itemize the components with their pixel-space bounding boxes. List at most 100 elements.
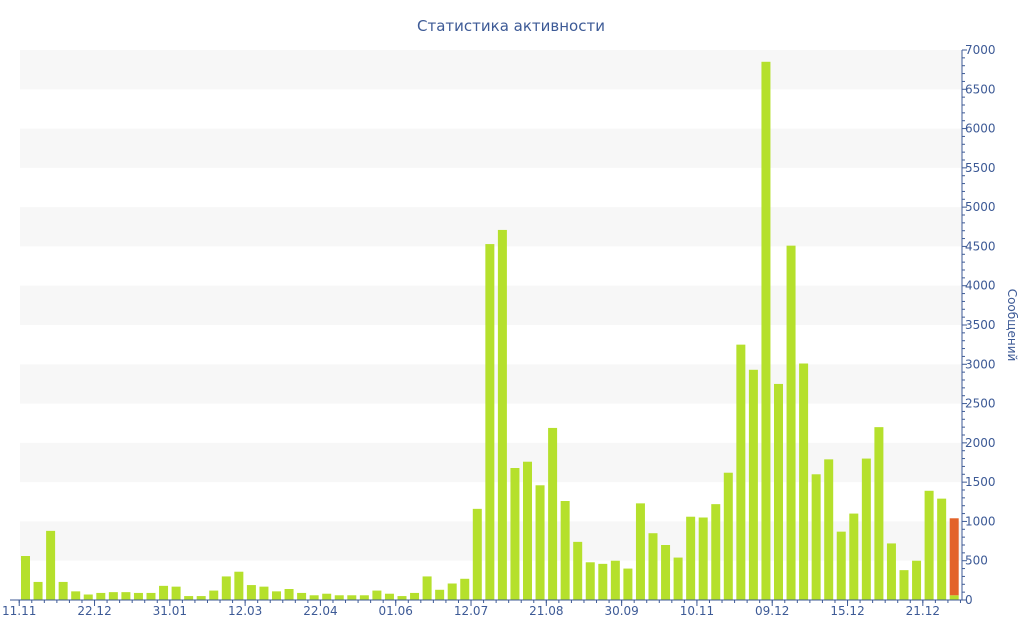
x-tick-label: 31.01	[153, 604, 187, 618]
bar	[108, 592, 118, 600]
x-tick-label: 11.11	[2, 604, 36, 618]
x-tick-label: 12.07	[454, 604, 488, 618]
bar	[359, 595, 369, 600]
grid-band	[20, 128, 962, 168]
bar	[196, 596, 206, 600]
bar	[836, 531, 846, 600]
bar	[523, 461, 532, 600]
grid-band	[20, 50, 962, 90]
bar	[184, 596, 194, 600]
bar	[384, 593, 394, 600]
y-axis: 0 500 1000 1500 2000 2500 3000 3500 4000 4500 5000…	[961, 43, 996, 607]
bar	[937, 498, 947, 600]
bar-highlight	[949, 518, 959, 596]
x-axis: 11.11 22.12 31.01 12.03 22.04 01.06 12.07 21.08…	[2, 599, 962, 618]
bar	[83, 594, 93, 600]
y-tick-label: 6000	[965, 122, 996, 136]
x-tick-label: 01.06	[379, 604, 413, 618]
bar	[171, 586, 181, 600]
bar	[133, 592, 143, 600]
bar	[899, 570, 909, 600]
y-tick-label: 500	[965, 554, 988, 568]
bar	[435, 589, 445, 600]
bar	[372, 590, 382, 600]
bar	[58, 581, 68, 600]
bar	[711, 504, 721, 600]
bar	[535, 485, 545, 600]
bar	[159, 585, 169, 600]
bar	[284, 589, 294, 600]
bar	[623, 568, 633, 600]
bar	[460, 578, 470, 600]
bar	[610, 560, 620, 600]
x-tick-label: 22.04	[303, 604, 337, 618]
bar	[447, 583, 457, 600]
bar	[397, 596, 407, 600]
x-tick-label: 21.12	[906, 604, 940, 618]
bar	[259, 586, 269, 600]
x-tick-label: 10.11	[680, 604, 714, 618]
bar	[924, 490, 934, 600]
y-tick-label: 2000	[965, 436, 996, 450]
y-tick-label: 7000	[965, 43, 996, 57]
x-tick-label: 22.12	[77, 604, 111, 618]
y-axis-label: Сообщений	[1005, 289, 1019, 362]
x-tick-label: 15.12	[830, 604, 864, 618]
bar	[246, 585, 256, 600]
y-tick-label: 6500	[965, 82, 996, 96]
bar	[309, 595, 319, 600]
bar	[297, 592, 307, 600]
y-tick-label: 4000	[965, 279, 996, 293]
bar	[548, 427, 558, 600]
y-tick-label: 3500	[965, 318, 996, 332]
bar	[912, 560, 922, 600]
bar	[146, 592, 156, 600]
bar	[861, 458, 871, 600]
y-tick-label: 4500	[965, 239, 996, 253]
bar	[849, 513, 859, 600]
y-tick-label: 5500	[965, 161, 996, 175]
bar	[334, 595, 344, 600]
bar	[635, 503, 645, 600]
y-tick-label: 1000	[965, 514, 996, 528]
bar	[422, 576, 432, 600]
bar	[46, 530, 56, 600]
y-tick-label: 2500	[965, 397, 996, 411]
bar	[949, 595, 959, 600]
bar	[824, 459, 834, 600]
grid-band	[20, 207, 962, 247]
bar	[121, 592, 131, 600]
y-tick-label: 5000	[965, 200, 996, 214]
bar	[209, 590, 219, 600]
bar	[748, 369, 758, 600]
bar	[410, 592, 420, 600]
bar	[598, 563, 608, 600]
bar	[585, 562, 595, 600]
bar	[560, 501, 570, 600]
y-tick-label: 0	[965, 593, 973, 607]
bar	[472, 508, 482, 600]
bar	[510, 468, 520, 600]
x-tick-label: 12.03	[228, 604, 262, 618]
bar	[786, 245, 796, 600]
bar	[736, 344, 746, 600]
x-tick-label: 21.08	[529, 604, 563, 618]
bar	[221, 576, 231, 600]
bar	[761, 61, 771, 601]
bar	[886, 543, 896, 600]
bar	[573, 541, 583, 600]
bar	[698, 517, 708, 600]
bar	[673, 557, 683, 600]
bars-group	[21, 61, 959, 601]
bar	[71, 591, 81, 600]
bar	[33, 581, 43, 600]
bar	[497, 229, 507, 600]
y-tick-label: 3000	[965, 357, 996, 371]
bar	[272, 591, 281, 600]
bar	[799, 363, 809, 600]
bar	[811, 474, 821, 600]
y-tick-label: 1500	[965, 475, 996, 489]
bar	[874, 427, 884, 600]
bar	[234, 571, 244, 600]
